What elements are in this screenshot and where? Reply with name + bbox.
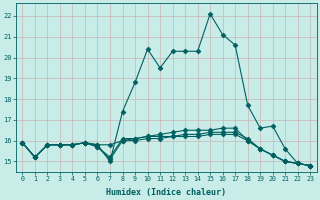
X-axis label: Humidex (Indice chaleur): Humidex (Indice chaleur) bbox=[106, 188, 226, 197]
